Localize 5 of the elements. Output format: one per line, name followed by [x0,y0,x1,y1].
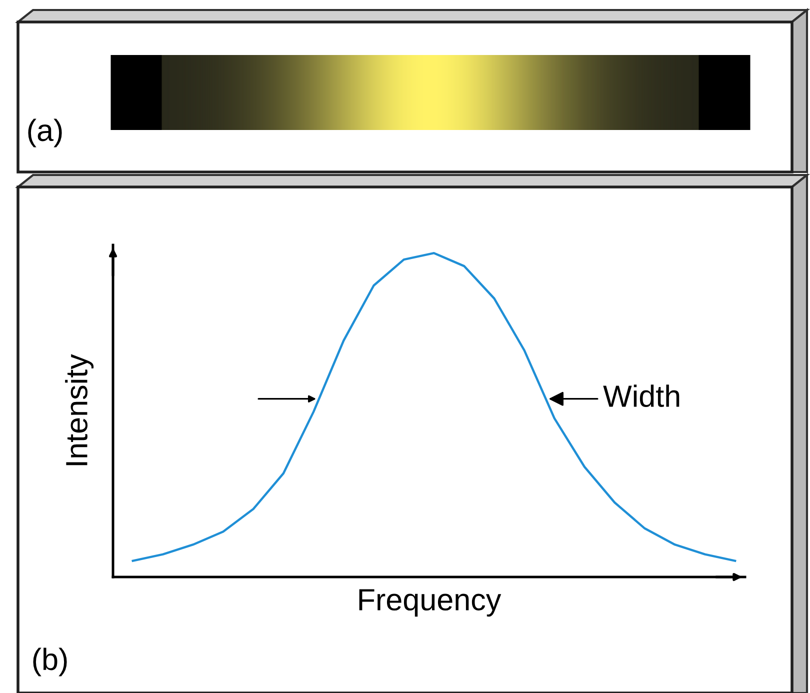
y-axis-title: Intensity [65,354,94,466]
annotation: Width [603,384,680,408]
text: (b) [33,648,67,676]
text: (a) [28,118,62,148]
x-axis-title: Frequency [359,589,502,617]
